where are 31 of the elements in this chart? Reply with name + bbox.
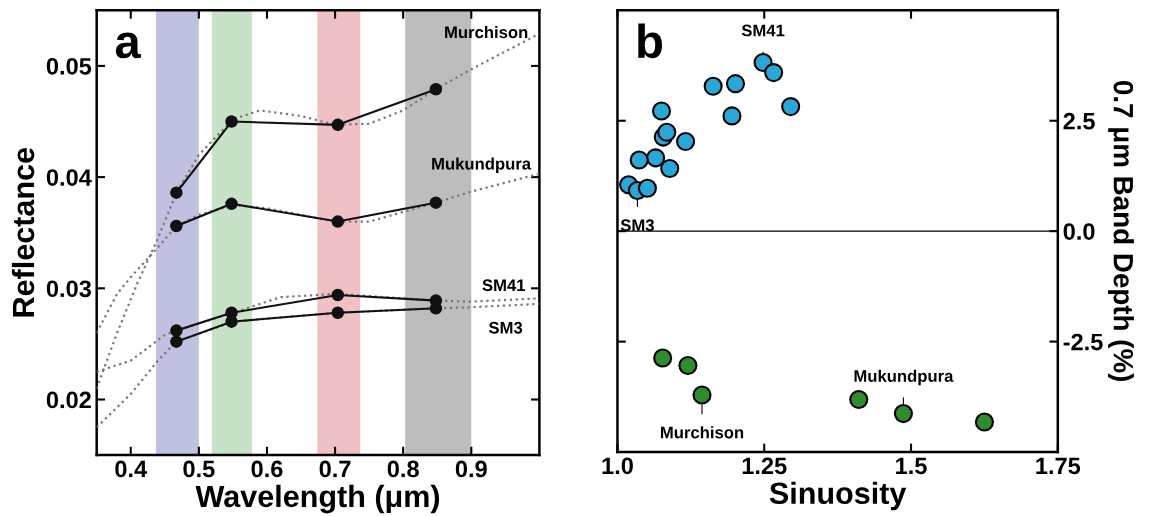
text: Murchison xyxy=(445,25,528,39)
x-tick-label: 1.5 xyxy=(896,457,927,475)
x-tick-label: 0.9 xyxy=(455,460,487,478)
y-tick-label: 0.0 xyxy=(1063,223,1095,240)
chart-title: a xyxy=(115,32,141,59)
y-tick-label: 0.03 xyxy=(46,280,91,298)
y-axis-title: Reflectance xyxy=(11,147,35,317)
x-axis-title: Wavelength (μm) xyxy=(195,484,440,514)
x-tick-label: 0.6 xyxy=(251,460,283,478)
y-tick-label: 0.05 xyxy=(46,57,92,75)
y-tick-label: 2.5 xyxy=(1063,112,1095,130)
y-tick-label: 0.04 xyxy=(46,169,92,186)
x-axis-title: Sinuosity xyxy=(769,481,907,511)
text: SM41 xyxy=(482,279,526,292)
annotation: Murchison xyxy=(660,426,744,439)
x-tick-label: 1.25 xyxy=(742,457,787,475)
x-tick-label: 0.4 xyxy=(115,460,148,478)
x-tick-label: 0.5 xyxy=(183,460,215,478)
annotation: Mukundpura xyxy=(854,369,954,386)
x-tick-label: 1.0 xyxy=(602,457,633,475)
x-tick-label: 1.75 xyxy=(1036,457,1081,475)
y2-axis-title: 0.7 μm Band Depth (%) xyxy=(1108,81,1134,382)
x-tick-label: 0.8 xyxy=(387,460,419,478)
y-tick-label: -2.5 xyxy=(1063,333,1103,351)
annotation: SM3 xyxy=(620,219,654,232)
x-tick-label: 0.7 xyxy=(319,460,351,478)
chart-title: b xyxy=(638,23,662,59)
text: SM3 xyxy=(488,321,523,334)
series-label: Mukundpura xyxy=(432,157,532,173)
annotation: SM41 xyxy=(741,24,785,37)
y-tick-label: 0.02 xyxy=(46,391,91,409)
